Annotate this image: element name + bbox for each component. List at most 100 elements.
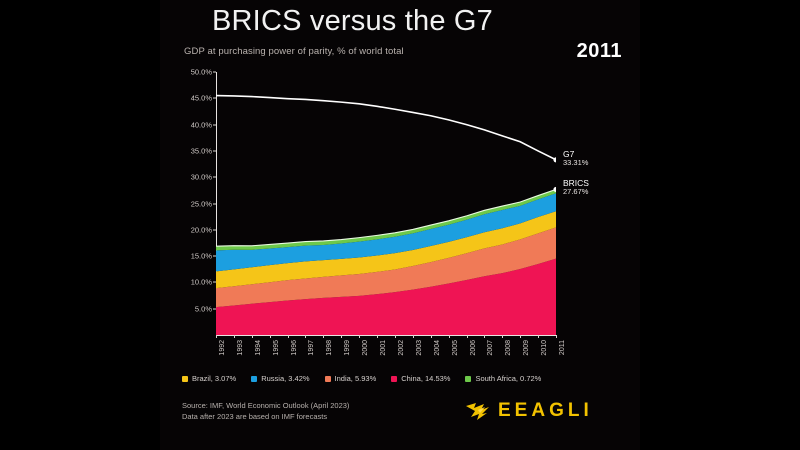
y-tick [213, 308, 216, 310]
x-tick [269, 335, 271, 338]
legend-label: Brazil, 3.07% [192, 374, 237, 383]
plot-area: 5.0% 10.0% 15.0% 20.0% 25.0% 30.0% 35.0% 40.0% 4… [191, 68, 566, 356]
x-tick [359, 335, 361, 338]
page-title: BRICS versus the G7 [212, 5, 494, 37]
x-tick [323, 335, 325, 338]
x-tick [394, 335, 396, 338]
legend-item-india: India, 5.93% [324, 374, 377, 383]
legend-item-russia: Russia, 3.42% [251, 374, 310, 383]
y-tick [213, 124, 216, 126]
x-tick [251, 335, 253, 338]
x-tick-label: 1993 [236, 340, 244, 356]
legend-item-china: China, 14.53% [391, 374, 450, 383]
x-tick-label: 1994 [254, 340, 262, 356]
y-tick [213, 281, 216, 283]
x-tick [216, 335, 217, 338]
x-tick-label: 2000 [362, 340, 370, 356]
x-tick [430, 335, 432, 338]
x-tick-label: 2008 [505, 340, 513, 356]
y-tick [213, 176, 216, 178]
brics-endpoint-marker [553, 186, 556, 193]
chart-legend: Brazil, 3.07% Russia, 3.42% India, 5.93% Ch… [182, 374, 622, 383]
y-tick-label: 25.0% [190, 199, 212, 208]
x-tick [233, 335, 235, 338]
source-note: Source: IMF, World Economic Outlook (Apr… [182, 400, 349, 423]
eagle-icon [466, 403, 489, 420]
y-axis-line [216, 72, 217, 335]
brics-value: 27.67% [563, 187, 589, 197]
x-tick [538, 335, 540, 338]
legend-item-south-africa: South Africa, 0.72% [465, 374, 541, 383]
x-tick-label: 2007 [487, 340, 495, 356]
x-tick [377, 335, 379, 338]
x-tick-label: 2002 [397, 340, 405, 356]
x-tick-label: 1995 [272, 340, 280, 356]
x-tick [556, 335, 557, 338]
x-tick-label: 2003 [415, 340, 423, 356]
y-tick-label: 5.0% [194, 304, 212, 314]
x-tick-label: 2011 [559, 340, 566, 356]
x-tick-label: 2001 [380, 340, 388, 356]
y-tick [213, 229, 216, 231]
y-tick-label: 20.0% [190, 225, 212, 235]
y-tick-label: 35.0% [190, 146, 212, 156]
chart-frame: BRICS versus the G7 GDP at purchasing po… [160, 0, 640, 450]
legend-swatch-icon [465, 375, 472, 382]
x-tick-label: 1996 [290, 340, 298, 356]
logo-text: EEAGLI [498, 400, 593, 421]
x-tick-label: 1998 [326, 340, 334, 356]
source-line-1: Source: IMF, World Economic Outlook (Apr… [182, 401, 350, 410]
x-tick-label: 1999 [344, 340, 352, 356]
y-tick-label: 40.0% [190, 120, 212, 130]
brics-annotation: BRICS 27.67% [563, 178, 589, 197]
legend-label: South Africa, 0.72% [475, 374, 542, 383]
x-tick [287, 335, 289, 338]
x-tick [305, 335, 307, 338]
g7-annotation: G7 33.31% [563, 149, 588, 168]
legend-swatch-icon [182, 375, 188, 382]
area-series-india [216, 227, 556, 308]
legend-swatch-icon [391, 375, 398, 382]
x-tick-label: 2004 [433, 340, 441, 356]
g7-label: G7 [563, 148, 575, 159]
stacked-area-plot [216, 94, 556, 335]
legend-label: China, 14.53% [401, 374, 451, 383]
g7-line-series [216, 94, 556, 161]
x-tick [484, 335, 486, 338]
x-tick [502, 335, 504, 338]
x-axis-line [216, 335, 556, 336]
legend-swatch-icon [251, 375, 258, 382]
y-tick-label: 50.0% [190, 67, 212, 77]
legend-label: India, 5.93% [334, 374, 377, 383]
y-tick [213, 255, 216, 257]
g7-value: 33.31% [563, 157, 589, 167]
x-tick-label: 1992 [219, 340, 226, 356]
x-tick-label: 2005 [451, 340, 459, 356]
brics-total-edge [216, 188, 556, 247]
area-series-russia [216, 193, 556, 272]
brand-logo: EEAGLI [465, 400, 593, 422]
legend-label: Russia, 3.42% [261, 374, 310, 383]
legend-swatch-icon [324, 375, 331, 382]
area-series-china [216, 258, 556, 335]
source-line-2: Data after 2023 are based on IMF forecas… [182, 412, 328, 422]
x-tick [412, 335, 414, 338]
x-tick [466, 335, 468, 338]
y-tick-label: 15.0% [190, 251, 212, 261]
x-tick-label: 1997 [308, 340, 316, 356]
brics-label: BRICS [563, 178, 589, 189]
y-tick [213, 150, 216, 152]
y-tick [213, 203, 216, 204]
y-tick-label: 45.0% [190, 93, 212, 103]
area-series-brazil [216, 211, 556, 289]
chart-subtitle: GDP at purchasing power of parity, % of … [184, 46, 404, 57]
x-tick [341, 335, 343, 338]
y-tick [213, 71, 216, 73]
g7-endpoint-marker [553, 157, 556, 163]
y-tick-label: 10.0% [190, 277, 212, 287]
x-tick-label: 2009 [523, 340, 531, 356]
x-tick [448, 335, 450, 338]
current-year-badge: 2011 [576, 40, 622, 62]
x-tick-label: 2006 [469, 340, 477, 356]
